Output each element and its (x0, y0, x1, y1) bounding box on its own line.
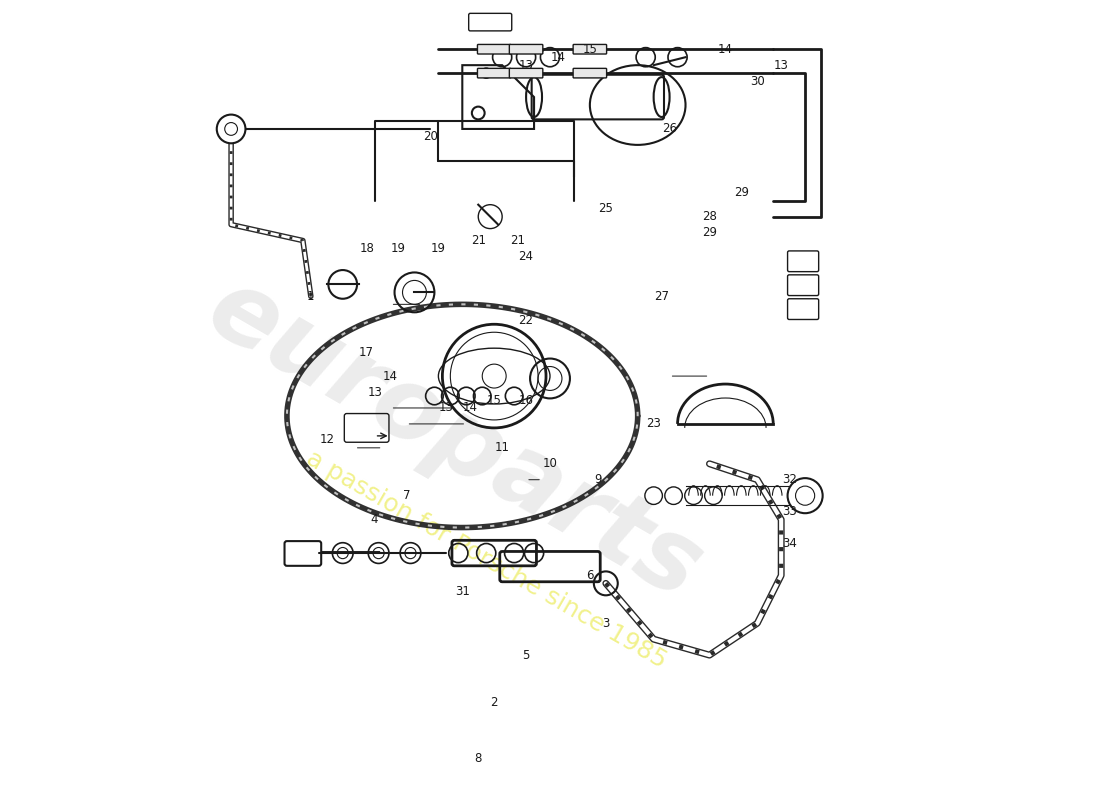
Text: 24: 24 (518, 250, 534, 263)
Text: 12: 12 (319, 434, 334, 446)
FancyBboxPatch shape (573, 68, 606, 78)
Text: 14: 14 (550, 50, 565, 64)
Text: 25: 25 (598, 202, 613, 215)
Text: 19: 19 (431, 242, 446, 255)
Text: 10: 10 (542, 458, 558, 470)
Text: 13: 13 (367, 386, 382, 398)
Text: 13: 13 (773, 58, 789, 72)
Text: europarts: europarts (190, 260, 718, 620)
Text: 16: 16 (518, 394, 534, 406)
Text: 26: 26 (662, 122, 678, 135)
Text: 14: 14 (718, 42, 733, 56)
Text: 4: 4 (371, 513, 378, 526)
Text: 15: 15 (487, 394, 502, 406)
Text: 5: 5 (522, 649, 530, 662)
Text: 1: 1 (307, 290, 315, 303)
FancyBboxPatch shape (509, 45, 542, 54)
Text: 21: 21 (471, 234, 486, 247)
Text: 22: 22 (518, 314, 534, 326)
Text: 28: 28 (702, 210, 717, 223)
FancyBboxPatch shape (477, 45, 510, 54)
Text: 20: 20 (424, 130, 438, 143)
Text: 29: 29 (734, 186, 749, 199)
Text: 8: 8 (474, 752, 482, 766)
Text: 3: 3 (602, 617, 609, 630)
Text: 34: 34 (782, 537, 796, 550)
Text: 15: 15 (582, 42, 597, 56)
Text: 31: 31 (455, 585, 470, 598)
Text: 9: 9 (594, 474, 602, 486)
Text: 29: 29 (702, 226, 717, 239)
Text: 17: 17 (359, 346, 374, 358)
Text: 14: 14 (463, 402, 477, 414)
Text: 14: 14 (383, 370, 398, 382)
Text: 13: 13 (439, 402, 454, 414)
Text: 6: 6 (586, 569, 594, 582)
Text: 27: 27 (654, 290, 669, 303)
Text: 21: 21 (510, 234, 526, 247)
FancyBboxPatch shape (509, 68, 542, 78)
Text: 13: 13 (518, 58, 534, 72)
FancyBboxPatch shape (573, 45, 606, 54)
Text: 30: 30 (750, 74, 764, 88)
Text: 32: 32 (782, 474, 796, 486)
FancyBboxPatch shape (477, 68, 510, 78)
Text: 2: 2 (491, 697, 498, 710)
Text: 7: 7 (403, 489, 410, 502)
Text: 18: 18 (360, 242, 374, 255)
Text: 33: 33 (782, 505, 796, 518)
Circle shape (217, 114, 245, 143)
Text: a passion for Porsche since 1985: a passion for Porsche since 1985 (301, 446, 671, 673)
Text: 23: 23 (646, 418, 661, 430)
Text: 11: 11 (495, 442, 509, 454)
Text: 19: 19 (390, 242, 406, 255)
